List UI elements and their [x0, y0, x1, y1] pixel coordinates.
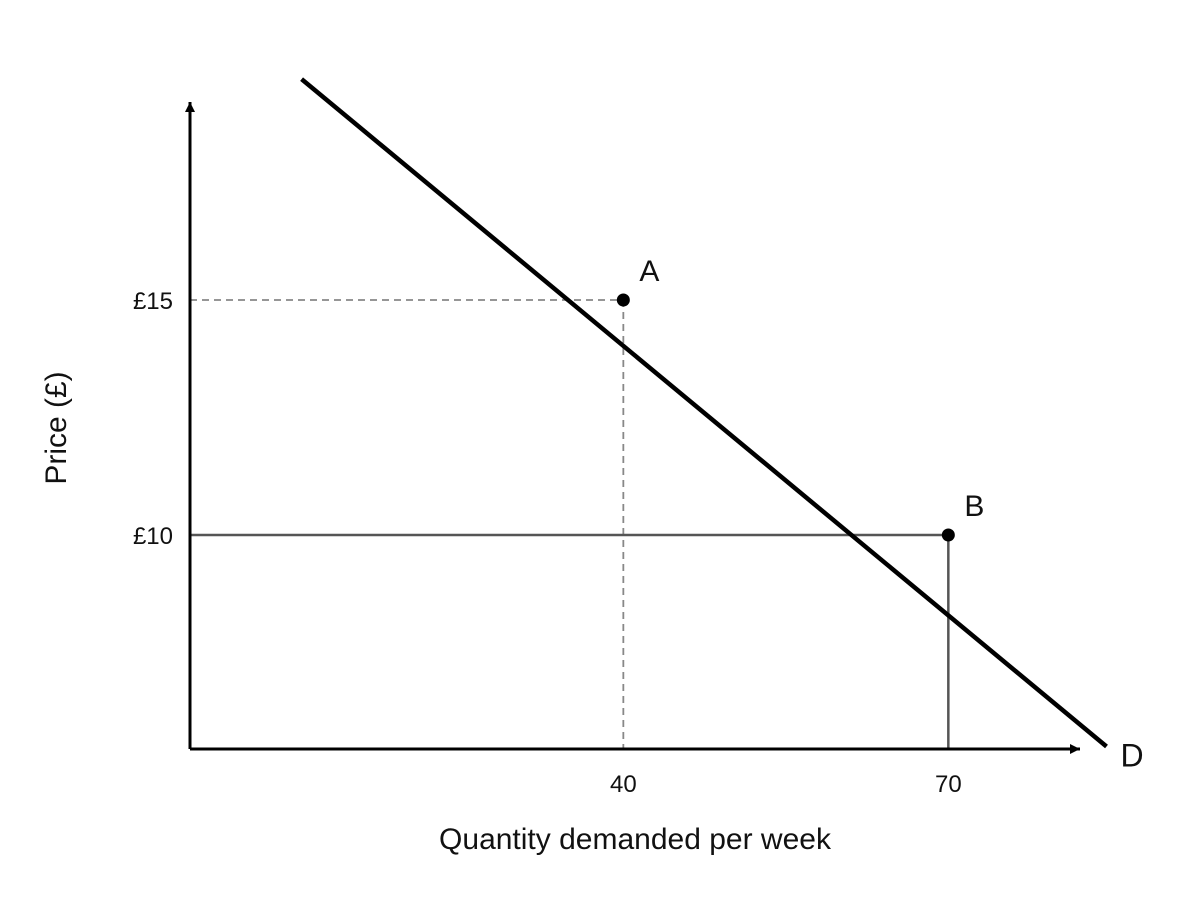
y-tick-label: £10 [133, 523, 173, 550]
y-axis-title: Price (£) [40, 371, 73, 484]
point-b [941, 528, 955, 542]
x-axis-title: Quantity demanded per week [439, 823, 832, 856]
tick-labels: 40 70 £15 £10 [133, 288, 962, 798]
x-tick-label: 40 [610, 771, 637, 798]
series-layer: D [300, 77, 1144, 774]
guide-lines [190, 299, 950, 749]
x-tick-label: 70 [935, 771, 962, 798]
point-label-a: A [639, 255, 659, 288]
demand-curve-line [300, 77, 1108, 749]
point-label-b: B [964, 490, 984, 523]
y-tick-label: £15 [133, 288, 173, 315]
points-layer: AB [616, 255, 984, 542]
axes [185, 102, 1080, 754]
demand-curve-label: D [1121, 738, 1144, 774]
point-a [616, 293, 630, 307]
